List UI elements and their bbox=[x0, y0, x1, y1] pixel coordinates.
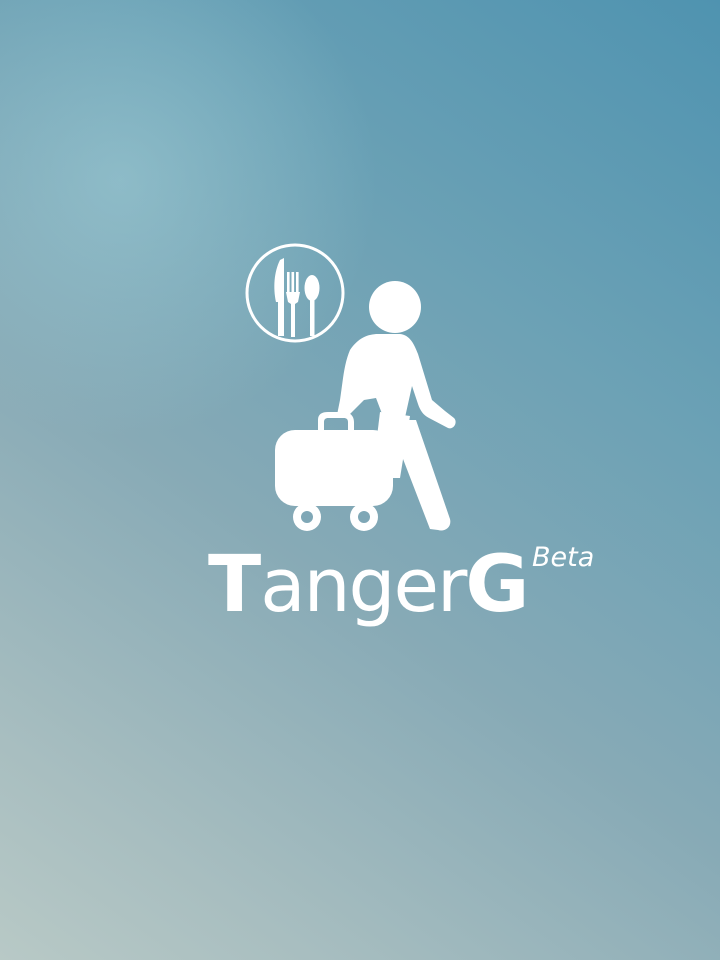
beta-badge: Beta bbox=[532, 542, 595, 573]
app-wordmark: TangerG Beta bbox=[208, 540, 608, 650]
wordmark-letter-g: G bbox=[465, 540, 530, 630]
walking-person-icon bbox=[337, 281, 456, 531]
tangerg-logo bbox=[245, 243, 456, 531]
cutlery-circle-icon bbox=[245, 243, 345, 343]
wordmark-letter-t: T bbox=[208, 540, 261, 630]
luggage-cart-icon bbox=[275, 412, 393, 531]
wordmark-middle: anger bbox=[260, 543, 467, 629]
